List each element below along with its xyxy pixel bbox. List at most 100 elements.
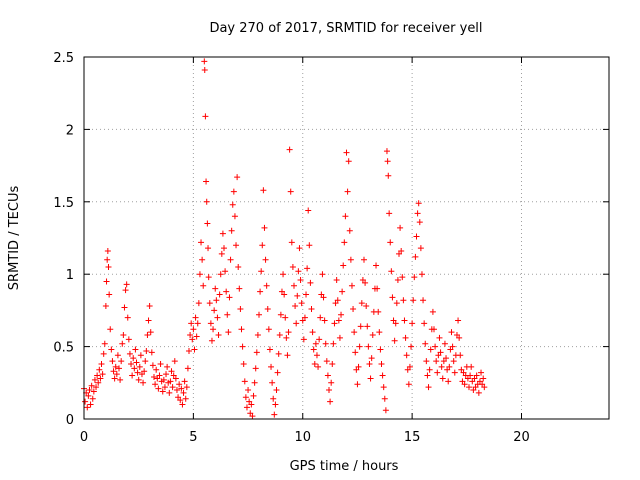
data-point	[107, 326, 114, 333]
data-point	[313, 352, 320, 359]
data-point	[355, 363, 362, 370]
data-point	[328, 379, 335, 386]
data-point	[425, 384, 432, 391]
data-point	[178, 385, 185, 392]
data-point	[321, 317, 328, 324]
data-point	[140, 379, 147, 386]
data-point	[256, 311, 262, 318]
data-point	[228, 227, 235, 234]
data-point	[420, 297, 427, 304]
data-point	[323, 358, 330, 365]
data-point	[116, 365, 122, 372]
data-point	[293, 320, 300, 327]
data-point	[379, 372, 386, 379]
data-point	[184, 365, 191, 372]
data-point	[352, 349, 359, 356]
data-point	[122, 287, 129, 294]
data-point	[173, 387, 180, 394]
data-point	[186, 347, 192, 354]
data-point	[329, 360, 336, 367]
data-point	[456, 334, 463, 341]
data-point	[203, 198, 210, 205]
data-point	[445, 378, 452, 385]
data-point	[188, 320, 195, 327]
data-point	[233, 242, 240, 249]
data-point	[128, 360, 135, 367]
data-point	[307, 279, 314, 286]
data-point	[429, 308, 436, 315]
data-point	[381, 395, 388, 402]
data-point	[330, 340, 337, 347]
data-point	[113, 371, 120, 378]
data-point	[432, 343, 439, 350]
data-point	[111, 375, 118, 382]
data-point	[131, 365, 138, 372]
data-point	[259, 242, 266, 249]
data-point	[368, 355, 375, 362]
x-tick-labels: 0 5 10 15 20	[80, 430, 530, 445]
data-point	[203, 178, 210, 185]
data-point	[242, 394, 249, 401]
data-point	[394, 276, 401, 283]
data-point	[272, 401, 279, 408]
data-point	[201, 58, 208, 65]
data-point	[281, 291, 288, 298]
data-point	[383, 148, 390, 155]
data-point	[199, 256, 206, 263]
data-point	[376, 329, 383, 336]
data-point	[284, 352, 291, 359]
data-point	[280, 271, 287, 278]
data-point	[331, 320, 338, 327]
data-point	[338, 311, 345, 318]
data-point	[257, 288, 264, 295]
data-point	[144, 332, 151, 339]
data-point	[156, 372, 163, 379]
x-tick-label: 10	[294, 430, 311, 445]
data-point	[125, 336, 132, 343]
data-point	[473, 372, 480, 379]
data-point	[205, 274, 212, 281]
data-point	[254, 332, 261, 339]
y-tick-label: 1.5	[53, 196, 74, 211]
data-point	[224, 311, 231, 318]
data-point	[164, 363, 171, 370]
data-point	[426, 366, 433, 373]
y-tick-label: 1	[66, 268, 74, 283]
data-point	[380, 384, 387, 391]
data-point	[427, 346, 434, 353]
data-point	[196, 271, 203, 278]
data-point	[405, 381, 412, 388]
data-point	[398, 248, 405, 255]
data-point	[315, 363, 322, 370]
data-point	[124, 314, 131, 321]
data-point	[235, 263, 242, 270]
data-point	[86, 387, 93, 394]
data-point	[418, 271, 425, 278]
data-point	[369, 332, 376, 339]
data-point	[273, 387, 280, 394]
data-point	[123, 281, 130, 288]
data-point	[375, 308, 382, 315]
data-point	[120, 332, 127, 339]
data-point	[179, 401, 186, 408]
data-point	[346, 227, 353, 234]
data-point	[221, 245, 227, 252]
data-point	[192, 314, 199, 321]
data-point	[87, 401, 94, 408]
data-point	[297, 276, 304, 283]
data-point	[163, 371, 170, 378]
data-point	[354, 381, 361, 388]
data-point	[342, 213, 349, 220]
data-point	[204, 220, 211, 227]
data-point	[90, 388, 97, 395]
data-point	[236, 285, 243, 292]
data-point	[397, 224, 404, 231]
data-point	[324, 372, 331, 379]
data-point	[356, 343, 363, 350]
y-tick-labels: 0 0.5 1 1.5 2 2.5	[53, 51, 74, 428]
data-point	[142, 358, 149, 365]
data-point	[461, 381, 468, 388]
data-point	[433, 358, 440, 365]
data-point	[275, 350, 282, 357]
data-point	[437, 349, 444, 356]
